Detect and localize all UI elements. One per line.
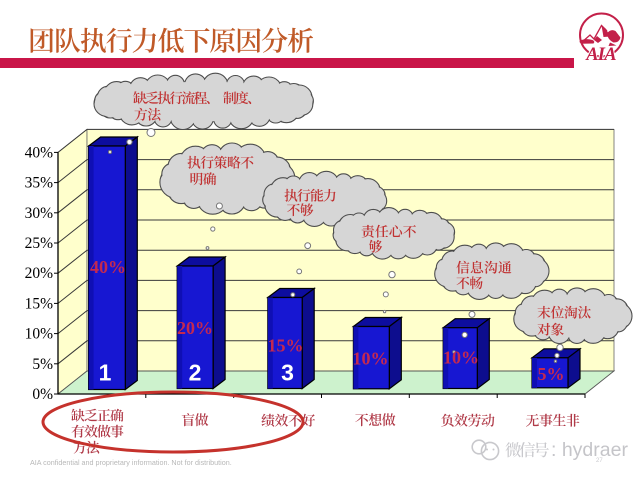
svg-text:2: 2: [189, 360, 202, 386]
svg-text:35%: 35%: [25, 175, 54, 192]
svg-text:10%: 10%: [25, 326, 54, 343]
svg-text:3: 3: [281, 360, 294, 386]
svg-text:AIA confidential and proprieta: AIA confidential and proprietary informa…: [30, 458, 232, 467]
svg-text:: hydraer: : hydraer: [551, 439, 628, 461]
svg-text:10%: 10%: [353, 349, 389, 369]
svg-text:5%: 5%: [32, 356, 53, 373]
svg-text:15%: 15%: [268, 336, 304, 356]
svg-text:30%: 30%: [25, 205, 54, 222]
svg-text:5%: 5%: [538, 364, 565, 384]
svg-text:15%: 15%: [25, 295, 54, 312]
svg-text:20%: 20%: [25, 265, 54, 282]
svg-text:27: 27: [596, 458, 603, 464]
svg-text:1: 1: [99, 360, 112, 386]
svg-text:10%: 10%: [443, 348, 479, 368]
svg-text:25%: 25%: [25, 235, 54, 252]
svg-text:AIA: AIA: [585, 45, 616, 65]
svg-text:40%: 40%: [90, 257, 126, 277]
svg-text:0%: 0%: [32, 386, 53, 403]
svg-text:20%: 20%: [177, 318, 213, 338]
svg-text:40%: 40%: [25, 144, 54, 161]
